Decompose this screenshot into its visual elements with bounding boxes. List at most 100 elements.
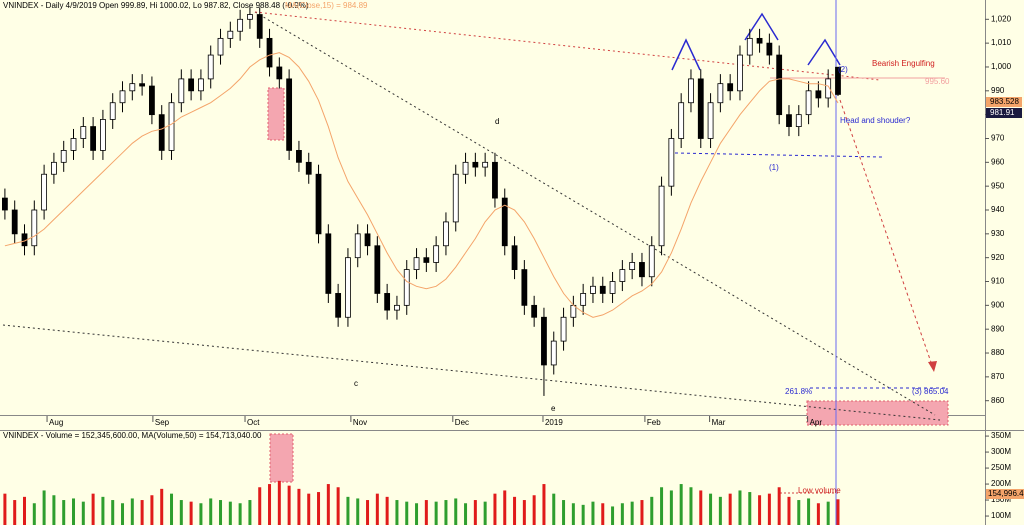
x-tick-label: Aug bbox=[49, 418, 63, 427]
volume-bar bbox=[277, 480, 281, 525]
y-tick-label: 870 bbox=[991, 372, 1005, 381]
volume-bar bbox=[434, 501, 438, 525]
candle-body bbox=[727, 83, 734, 92]
volume-bar bbox=[111, 500, 115, 525]
candle-body bbox=[364, 233, 371, 247]
volume-bar bbox=[591, 501, 595, 525]
volume-bar bbox=[52, 495, 56, 525]
volume-bar bbox=[611, 506, 615, 525]
candle-body bbox=[100, 119, 106, 151]
y-tick-label: 960 bbox=[991, 157, 1005, 166]
candle-body bbox=[227, 30, 234, 39]
candle-body bbox=[658, 185, 665, 247]
volume-bar bbox=[444, 500, 448, 525]
annotation: e bbox=[551, 404, 556, 413]
volume-bar bbox=[42, 490, 46, 525]
volume-bar bbox=[571, 503, 575, 525]
legend-entry: MA(Close,15) = 984.89 bbox=[285, 1, 368, 10]
candle-body bbox=[648, 245, 655, 278]
x-tick-label: Sep bbox=[155, 418, 170, 427]
candle-body bbox=[609, 281, 616, 294]
candle-body bbox=[776, 54, 783, 116]
volume-bar bbox=[630, 501, 634, 525]
y-tick-label: 100M bbox=[991, 511, 1011, 520]
volume-bar bbox=[238, 503, 242, 525]
candle-body bbox=[678, 102, 685, 139]
volume-bar bbox=[415, 503, 419, 525]
volume-bar bbox=[199, 503, 203, 525]
volume-bar bbox=[748, 492, 752, 525]
candle-body bbox=[207, 54, 214, 80]
candle-body bbox=[345, 257, 351, 318]
annotation: d bbox=[495, 117, 499, 126]
candle-body bbox=[354, 233, 361, 259]
candle-body bbox=[462, 161, 469, 175]
volume-bar bbox=[797, 500, 801, 525]
volume-bar bbox=[3, 493, 7, 525]
ma-line bbox=[4, 52, 839, 318]
candle-body bbox=[668, 138, 675, 187]
candle-body bbox=[11, 209, 18, 235]
annotation: Bearish Engulfing bbox=[872, 59, 935, 68]
candle-body bbox=[325, 233, 332, 294]
annotation: Head and shouder? bbox=[840, 116, 911, 125]
candle-body bbox=[433, 245, 440, 263]
volume-bar bbox=[366, 500, 370, 525]
volume-bar bbox=[542, 484, 546, 525]
candle-body bbox=[109, 102, 116, 120]
annotation: 995.60 bbox=[925, 77, 950, 86]
candle-body bbox=[629, 262, 636, 270]
candle-body bbox=[129, 83, 136, 92]
volume-bar bbox=[130, 498, 134, 525]
volume-bar bbox=[758, 495, 762, 525]
volume-bar bbox=[170, 493, 174, 525]
volume-bar bbox=[395, 500, 399, 525]
candle-body bbox=[315, 173, 322, 235]
candle-body bbox=[217, 37, 224, 56]
volume-bar bbox=[258, 487, 262, 525]
volume-bar bbox=[709, 493, 713, 525]
y-tick-label: 940 bbox=[991, 205, 1005, 214]
volume-bar bbox=[650, 496, 654, 525]
volume-bar bbox=[297, 488, 301, 525]
candle-body bbox=[60, 150, 67, 163]
candle-body bbox=[688, 78, 694, 104]
volume-bar bbox=[356, 498, 360, 525]
volume-bar bbox=[62, 500, 66, 525]
annotation: 261.8% bbox=[785, 387, 812, 396]
candle-body bbox=[707, 102, 714, 139]
volume-bar bbox=[81, 501, 85, 525]
candle-body bbox=[168, 102, 175, 151]
candle-body bbox=[746, 37, 753, 56]
candle-body bbox=[825, 78, 832, 99]
candle-body bbox=[139, 83, 146, 87]
volume-bar bbox=[679, 484, 683, 525]
candle-body bbox=[639, 262, 645, 278]
volume-bar bbox=[385, 496, 389, 525]
volume-bar bbox=[807, 498, 811, 525]
candle-body bbox=[541, 316, 547, 366]
price-marker: 983.528 bbox=[990, 97, 1019, 106]
volume-bar bbox=[601, 503, 605, 525]
highlight-box bbox=[269, 433, 294, 483]
volume-bar bbox=[552, 493, 556, 525]
candle-body bbox=[384, 293, 391, 311]
candle-body bbox=[423, 257, 430, 263]
candle-body bbox=[374, 245, 381, 294]
volume-bar bbox=[375, 493, 379, 525]
volume-bar bbox=[689, 487, 693, 525]
candle-body bbox=[158, 114, 165, 151]
y-tick-label: 880 bbox=[991, 348, 1005, 357]
shoulder-mark bbox=[671, 38, 701, 71]
y-tick-label: 200M bbox=[991, 479, 1011, 488]
candle-body bbox=[756, 37, 763, 44]
volume-bar bbox=[219, 500, 223, 525]
y-tick-label: 1,010 bbox=[991, 38, 1012, 47]
trend-line bbox=[2, 324, 941, 421]
annotation: (1) bbox=[769, 163, 779, 172]
candle-body bbox=[835, 66, 841, 95]
y-tick-label: 990 bbox=[991, 86, 1005, 95]
candle-body bbox=[531, 304, 538, 318]
candle-body bbox=[511, 245, 518, 270]
volume-bar bbox=[513, 496, 517, 525]
